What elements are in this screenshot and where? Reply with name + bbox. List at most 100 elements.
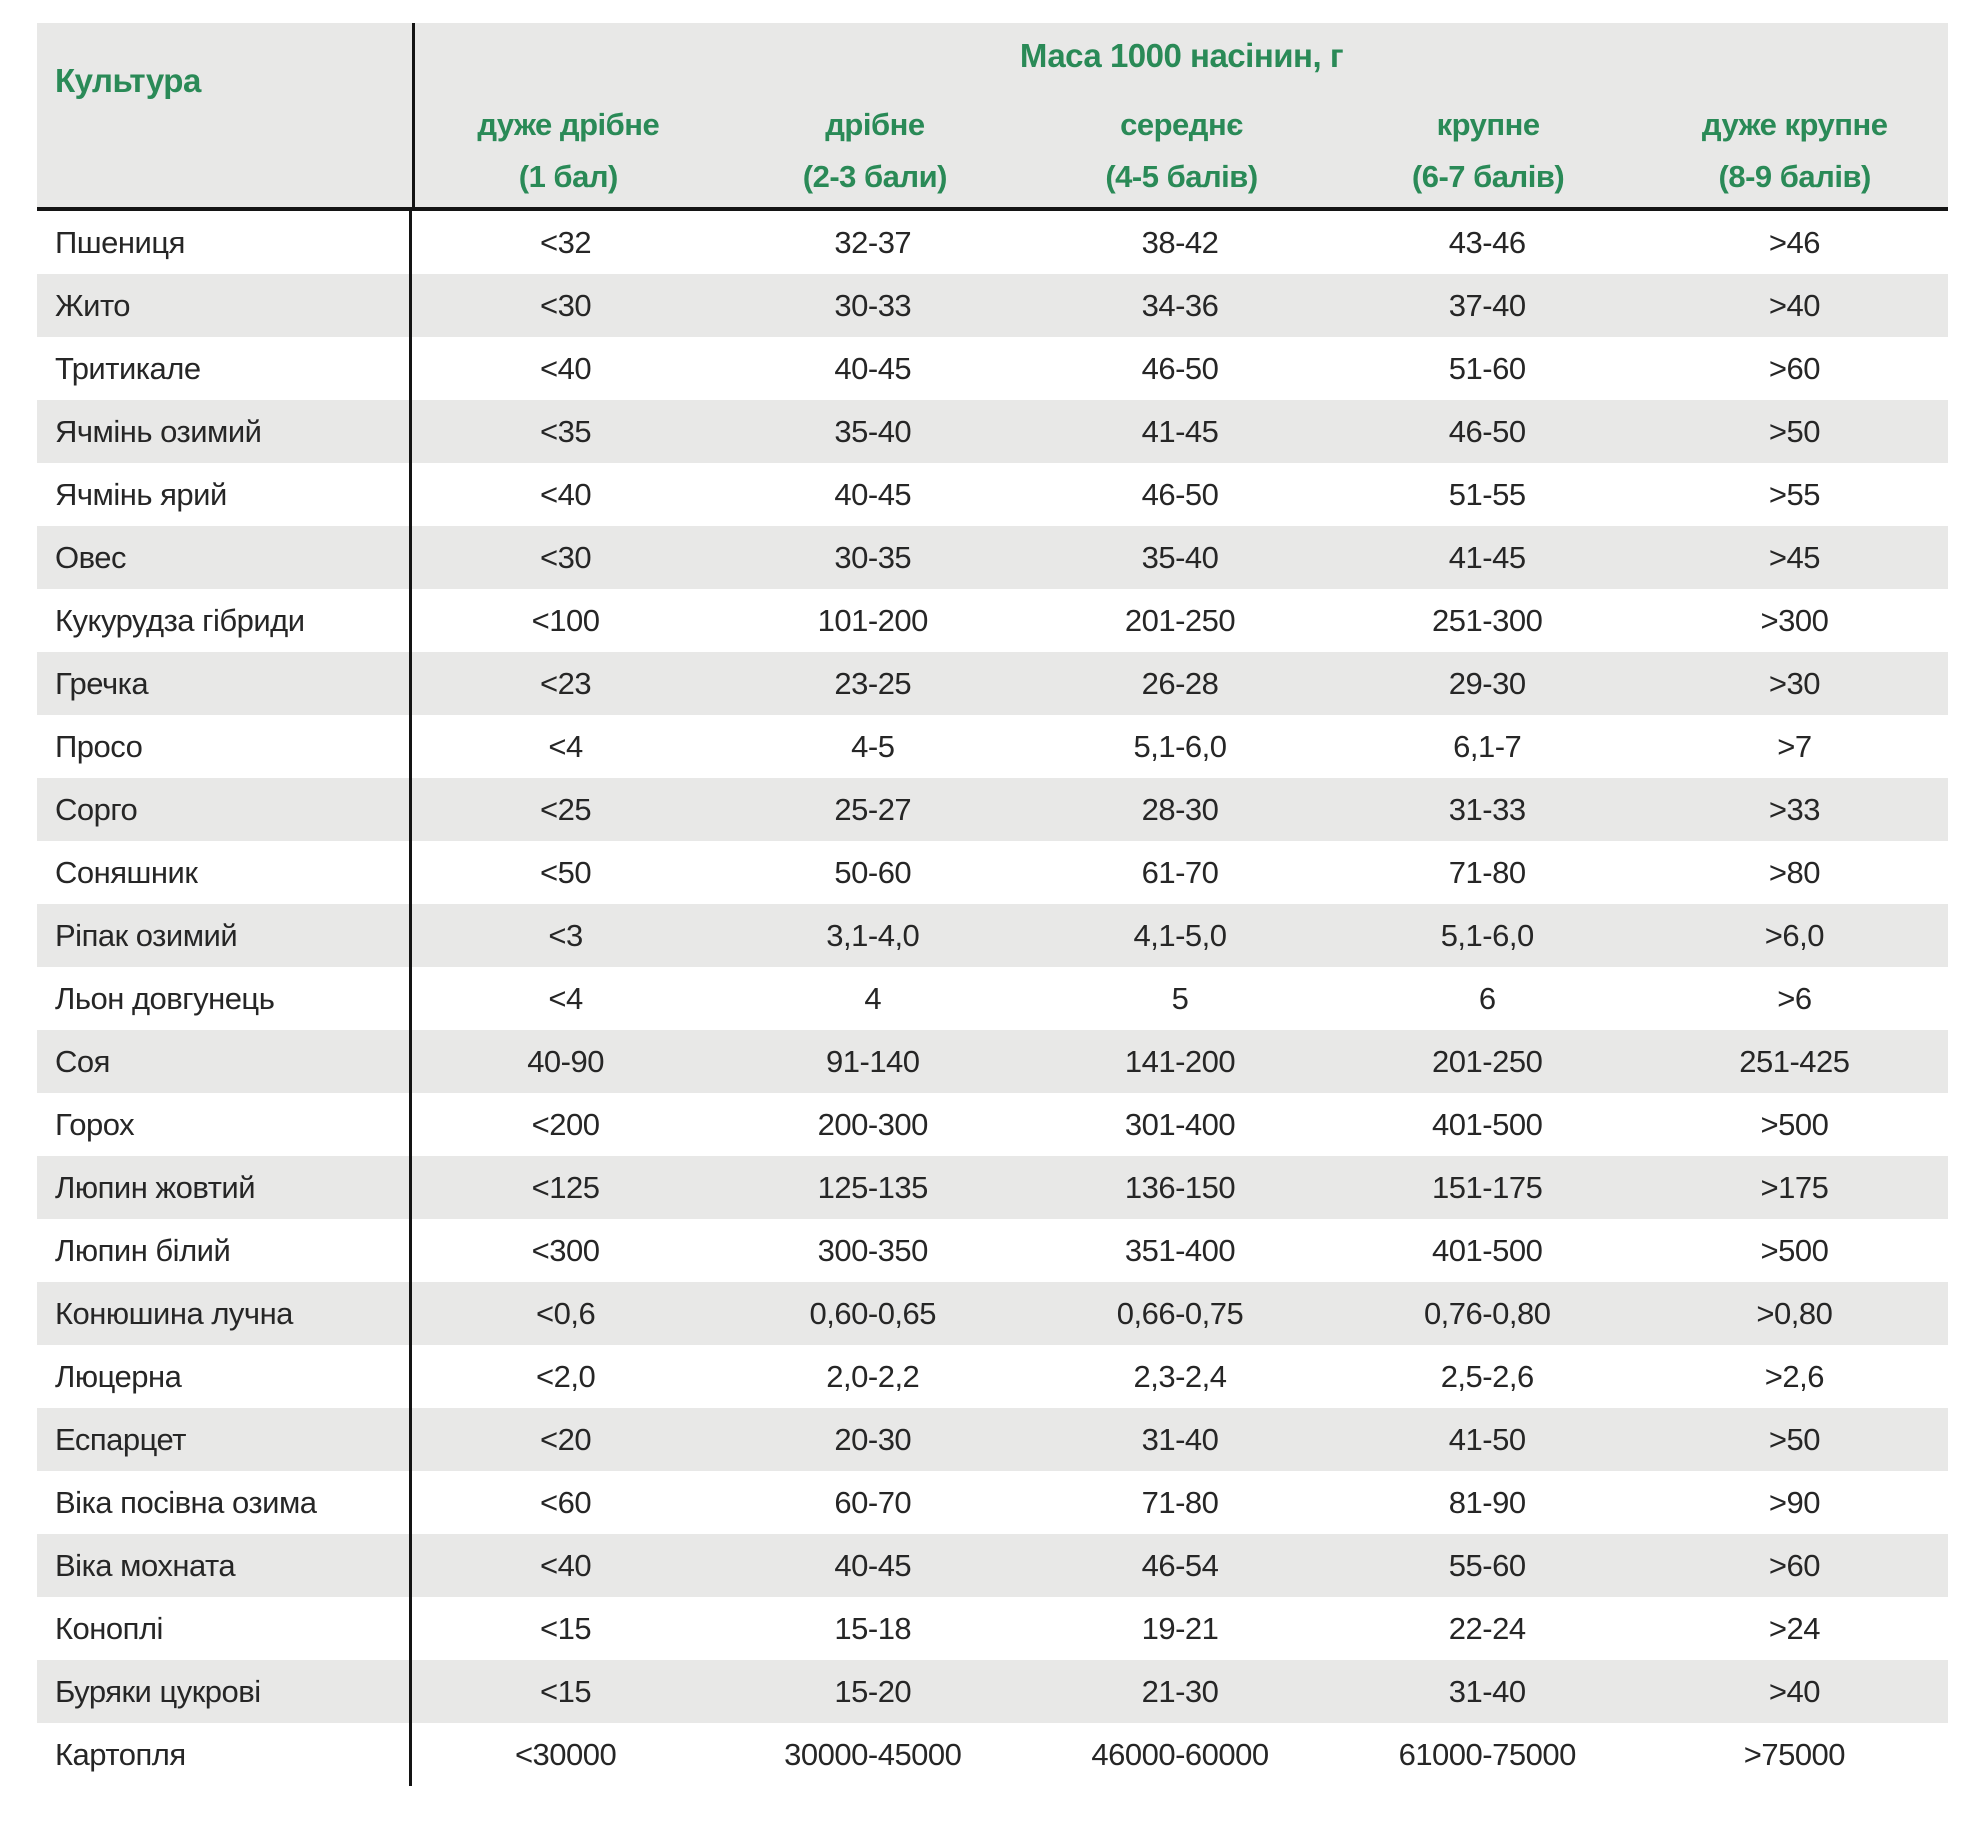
value-cell: 50-60: [834, 854, 912, 890]
value-cell: <60: [540, 1484, 592, 1520]
culture-cell: Люпин білий: [37, 1219, 412, 1282]
value-cell: 30-35: [834, 539, 912, 575]
value-cell: 300-350: [817, 1232, 929, 1268]
column-header-culture: Культура: [55, 62, 201, 99]
table-row: Еспарцет <20 20-30 31-40 41-50 >50: [37, 1408, 1948, 1471]
table-row: Буряки цукрові <15 15-20 21-30 31-40 >40: [37, 1660, 1948, 1723]
culture-cell: Горох: [37, 1093, 412, 1156]
culture-cell: Конюшина лучна: [37, 1282, 412, 1345]
value-cell: >6,0: [1764, 917, 1825, 953]
value-cell: 21-30: [1141, 1673, 1219, 1709]
table-header: Культура Маса 1000 насінин, г дуже дрібн…: [37, 23, 1948, 211]
table-row: Пшениця <32 32-37 38-42 43-46 >46: [37, 211, 1948, 274]
culture-cell: Віка посівна озима: [37, 1471, 412, 1534]
value-cell: 0,76-0,80: [1423, 1295, 1551, 1331]
value-cell: 2,0-2,2: [826, 1358, 920, 1394]
value-cell: >50: [1768, 413, 1821, 449]
value-cell: 15-18: [834, 1610, 912, 1646]
column-header-label-3: крупне: [1436, 107, 1540, 142]
value-cell: >75000: [1743, 1736, 1846, 1772]
culture-cell: Сорго: [37, 778, 412, 841]
culture-cell: Кукурудза гібриди: [37, 589, 412, 652]
value-cell: 19-21: [1141, 1610, 1219, 1646]
value-cell: 4,1-5,0: [1133, 917, 1227, 953]
value-cell: 4-5: [851, 728, 895, 764]
group-header-mass: Маса 1000 насінин, г: [1019, 37, 1344, 74]
value-cell: >46: [1768, 224, 1821, 260]
value-cell: 125-135: [817, 1169, 929, 1205]
value-cell: >80: [1768, 854, 1821, 890]
value-cell: <200: [531, 1106, 600, 1142]
table-row: Ячмінь озимий <35 35-40 41-45 46-50 >50: [37, 400, 1948, 463]
table-body: Пшениця <32 32-37 38-42 43-46 >46 Жито <30 30…: [37, 211, 1948, 1786]
value-cell: >45: [1768, 539, 1821, 575]
value-cell: 43-46: [1448, 224, 1526, 260]
value-cell: 25-27: [834, 791, 912, 827]
value-cell: 61-70: [1141, 854, 1219, 890]
value-cell: <2,0: [535, 1358, 596, 1394]
value-cell: 37-40: [1448, 287, 1526, 323]
value-cell: 51-55: [1448, 476, 1526, 512]
value-cell: >6: [1777, 980, 1812, 1016]
value-cell: 35-40: [834, 413, 912, 449]
value-cell: 6,1-7: [1453, 728, 1522, 764]
value-cell: 35-40: [1141, 539, 1219, 575]
value-cell: >30: [1768, 665, 1821, 701]
value-cell: 401-500: [1432, 1106, 1543, 1142]
table-row: Люцерна <2,0 2,0-2,2 2,3-2,4 2,5-2,6 >2,6: [37, 1345, 1948, 1408]
culture-cell: Ріпак озимий: [37, 904, 412, 967]
column-header-label-0: дуже дрібне: [477, 107, 660, 142]
value-cell: 46-50: [1448, 413, 1526, 449]
value-cell: 71-80: [1141, 1484, 1219, 1520]
value-cell: >33: [1768, 791, 1821, 827]
column-header-label-2: середнє: [1120, 107, 1243, 142]
value-cell: <3: [548, 917, 583, 953]
culture-cell: Соя: [37, 1030, 412, 1093]
value-cell: 38-42: [1141, 224, 1219, 260]
value-cell: <23: [540, 665, 592, 701]
value-cell: 26-28: [1141, 665, 1219, 701]
value-cell: 136-150: [1124, 1169, 1236, 1205]
culture-cell: Соняшник: [37, 841, 412, 904]
culture-cell: Картопля: [37, 1723, 412, 1786]
value-cell: <32: [540, 224, 592, 260]
value-cell: 401-500: [1432, 1232, 1543, 1268]
value-cell: 0,66-0,75: [1116, 1295, 1244, 1331]
value-cell: 301-400: [1124, 1106, 1236, 1142]
table-row: Сорго <25 25-27 28-30 31-33 >33: [37, 778, 1948, 841]
table-row: Гречка <23 23-25 26-28 29-30 >30: [37, 652, 1948, 715]
value-cell: <4: [548, 980, 583, 1016]
value-cell: 2,5-2,6: [1440, 1358, 1535, 1394]
value-cell: 55-60: [1448, 1547, 1526, 1583]
value-cell: 46000-60000: [1091, 1736, 1269, 1772]
value-cell: >7: [1777, 728, 1812, 764]
value-cell: <30: [540, 287, 592, 323]
value-cell: 91-140: [826, 1043, 920, 1079]
table-row: Горох <200 200-300 301-400 401-500 >500: [37, 1093, 1948, 1156]
culture-cell: Ячмінь ярий: [37, 463, 412, 526]
culture-cell: Еспарцет: [37, 1408, 412, 1471]
value-cell: 5: [1171, 980, 1189, 1016]
table-row: Соняшник <50 50-60 61-70 71-80 >80: [37, 841, 1948, 904]
table-row: Соя 40-90 91-140 141-200 201-250 251-425: [37, 1030, 1948, 1093]
value-cell: 141-200: [1124, 1043, 1236, 1079]
table-row: Коноплі <15 15-18 19-21 22-24 >24: [37, 1597, 1948, 1660]
value-cell: 31-40: [1448, 1673, 1526, 1709]
value-cell: <50: [540, 854, 592, 890]
table-row: Льон довгунець <4 4 5 6 >6: [37, 967, 1948, 1030]
value-cell: <40: [540, 476, 592, 512]
column-header-score-4: (8-9 балів): [1718, 159, 1872, 194]
table-row: Картопля <30000 30000-45000 46000-60000 610…: [37, 1723, 1948, 1786]
value-cell: 34-36: [1141, 287, 1219, 323]
value-cell: 251-425: [1739, 1043, 1850, 1079]
value-cell: 2,3-2,4: [1133, 1358, 1227, 1394]
value-cell: 15-20: [834, 1673, 912, 1709]
value-cell: <4: [548, 728, 583, 764]
culture-cell: Гречка: [37, 652, 412, 715]
table-row: Ячмінь ярий <40 40-45 46-50 51-55 >55: [37, 463, 1948, 526]
value-cell: <25: [540, 791, 592, 827]
value-cell: 41-45: [1141, 413, 1219, 449]
column-header-scores: (1 бал) (2-3 бали) (4-5 балів) (6-7 балів) (…: [415, 147, 1948, 207]
value-cell: 29-30: [1448, 665, 1526, 701]
